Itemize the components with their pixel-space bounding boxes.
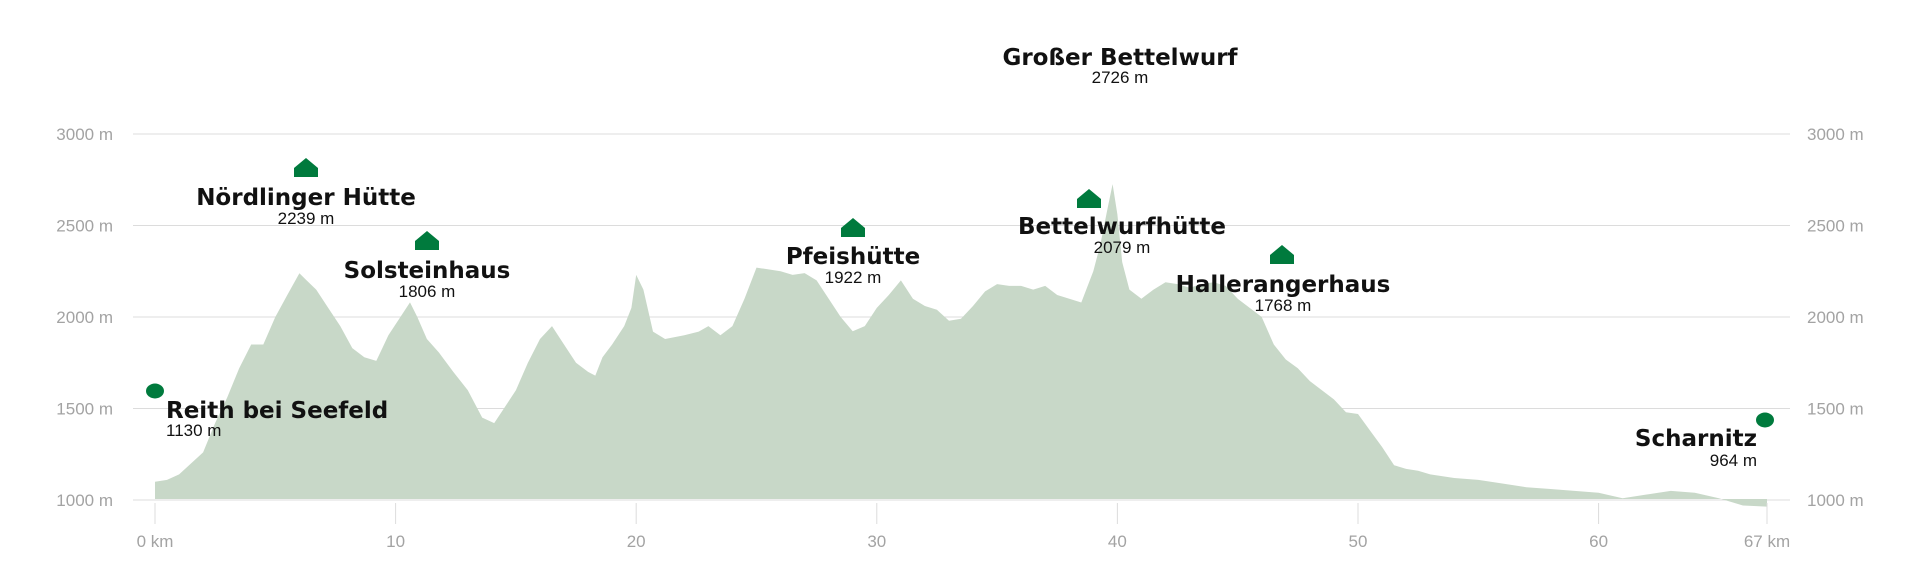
waypoint-elevation: 1922 m [825, 268, 882, 287]
waypoint-elevation: 964 m [1710, 451, 1757, 470]
waypoint-elevation: 1130 m [166, 421, 221, 440]
y-tick-label-left: 1000 m [56, 491, 113, 510]
waypoint-name: Scharnitz [1635, 426, 1757, 452]
x-tick-label: 60 [1589, 532, 1608, 551]
waypoint-name: Solsteinhaus [344, 258, 511, 284]
start-end-marker [146, 383, 164, 399]
y-tick-label-left: 2000 m [56, 308, 113, 327]
y-tick-label-left: 1500 m [56, 400, 113, 419]
hut-icon [294, 158, 318, 177]
y-tick-label-left: 2500 m [56, 217, 113, 236]
waypoint-elevation: 2239 m [278, 209, 335, 228]
hut-icon [415, 231, 439, 250]
waypoint-name: Hallerangerhaus [1176, 272, 1391, 298]
start-end-marker [1756, 412, 1774, 428]
profile-area [155, 184, 1767, 507]
elevation-area [155, 184, 1767, 507]
waypoint-name: Nördlinger Hütte [196, 185, 416, 211]
y-tick-label-right: 2500 m [1807, 217, 1864, 236]
y-tick-label-right: 2000 m [1807, 308, 1864, 327]
x-tick-label: 30 [867, 532, 886, 551]
waypoint-name: Bettelwurfhütte [1018, 214, 1226, 240]
hut-icon [841, 218, 865, 237]
x-tick-label: 40 [1108, 532, 1127, 551]
y-tick-label-left: 3000 m [56, 125, 113, 144]
hut-icon [1077, 189, 1101, 208]
y-tick-label-right: 3000 m [1807, 125, 1864, 144]
x-tick-label: 0 km [137, 532, 174, 551]
hut-icon [1270, 245, 1294, 264]
x-tick-label: 67 km [1744, 532, 1790, 551]
waypoint-elevation: 2079 m [1094, 238, 1151, 257]
x-tick-label: 10 [386, 532, 405, 551]
axes: 1000 m 1000 m 1500 m 1500 m 2000 m 2000 m 2500… [56, 125, 1863, 551]
x-tick-label: 50 [1349, 532, 1368, 551]
waypoint-name: Reith bei Seefeld [166, 398, 388, 424]
y-tick-label-right: 1500 m [1807, 400, 1864, 419]
waypoint-elevation: 1806 m [399, 282, 456, 301]
waypoint-elevation: 2726 m [1092, 68, 1149, 87]
waypoint-elevation: 1768 m [1255, 296, 1312, 315]
waypoint-name: Großer Bettelwurf [1002, 45, 1238, 71]
waypoint-name: Pfeishütte [786, 244, 920, 270]
x-tick-label: 20 [627, 532, 646, 551]
y-tick-label-right: 1000 m [1807, 491, 1864, 510]
